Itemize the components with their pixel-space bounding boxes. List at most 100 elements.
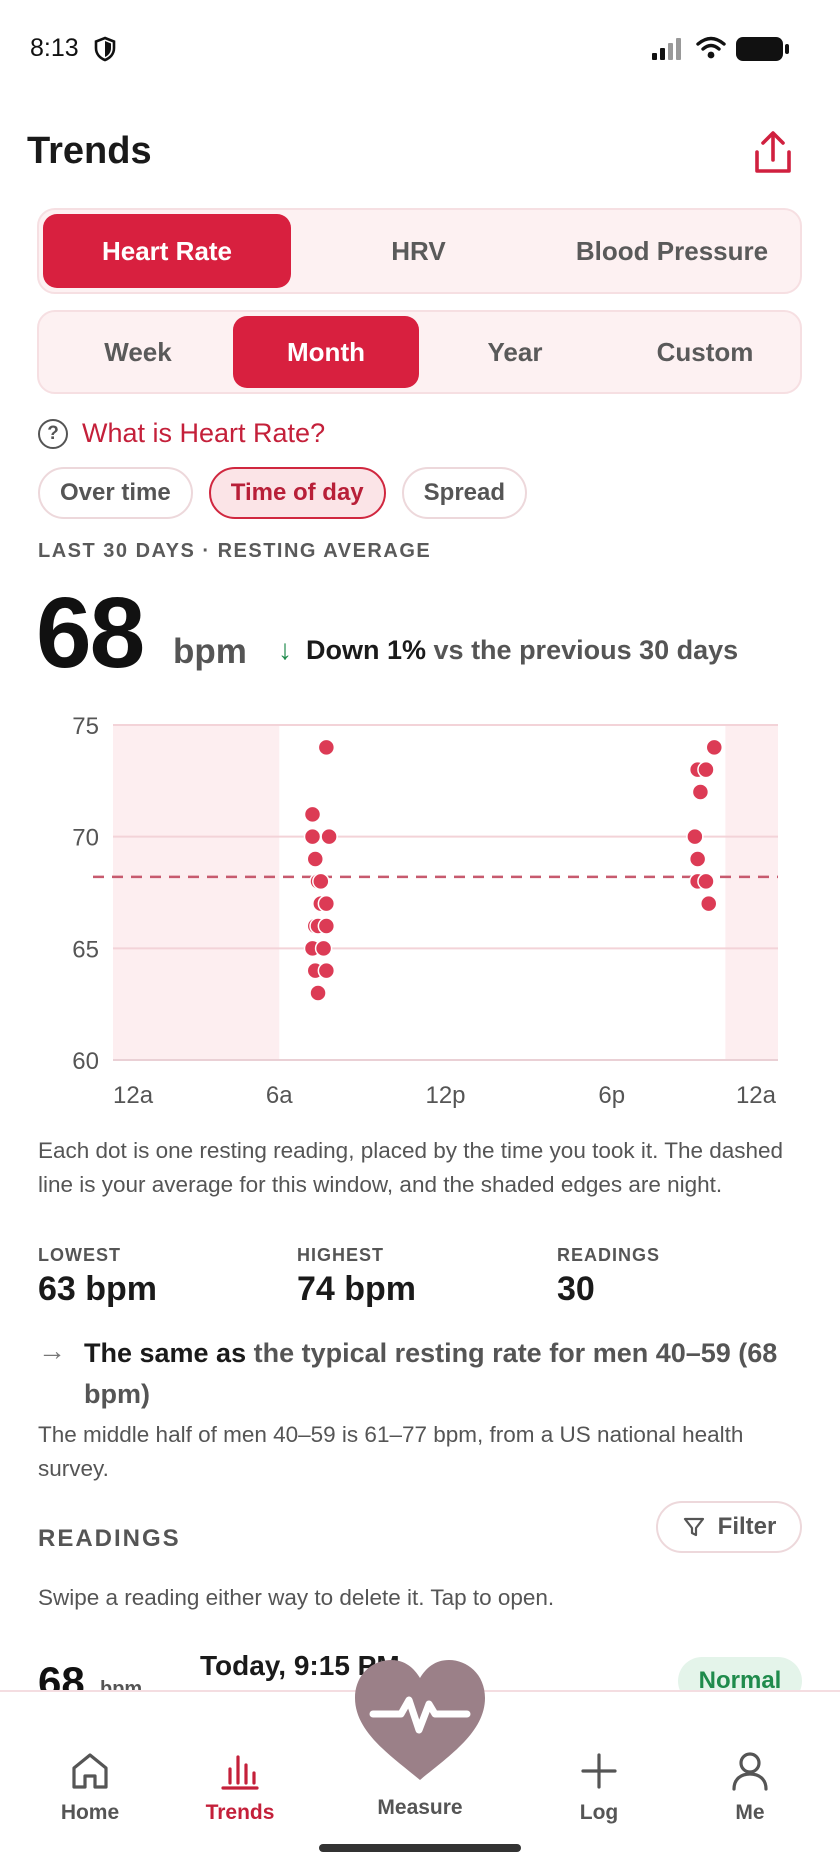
data-point — [317, 738, 336, 757]
y-tick-label: 70 — [72, 825, 99, 852]
data-point — [312, 872, 330, 891]
chart-description: Each dot is one resting reading, placed … — [38, 1138, 784, 1197]
person-icon — [732, 1752, 768, 1791]
metric-tabs: Heart Rate HRV Blood Pressure — [37, 208, 802, 294]
home-indicator — [319, 1844, 521, 1852]
help-link[interactable]: ? What is Heart Rate? — [38, 418, 325, 449]
tab-hrv[interactable]: HRV — [391, 235, 446, 266]
data-point — [691, 783, 710, 801]
reading-unit: bpm — [100, 1678, 143, 1692]
data-point — [306, 850, 325, 868]
data-point — [697, 760, 715, 779]
help-link-label: What is Heart Rate? — [82, 418, 326, 448]
view-chips: Over time Time of day Spread — [38, 467, 528, 519]
nav-trends-label: Trends — [205, 1801, 275, 1824]
stat-readings-label: READINGS — [557, 1245, 661, 1265]
stat-lowest-label: LOWEST — [38, 1245, 121, 1265]
tab-blood-pressure[interactable]: Blood Pressure — [575, 235, 769, 266]
arrow-down-icon: ↓ — [278, 634, 292, 665]
signal-icon — [652, 38, 681, 60]
filter-button[interactable]: Filter — [656, 1501, 802, 1553]
stat-lowest-value: 63 bpm — [38, 1270, 158, 1308]
chip-time-of-day[interactable]: Time of day — [208, 467, 386, 519]
reading-row[interactable]: 68 bpm Today, 9:15 PM Normal — [0, 1640, 840, 1692]
trend-comparison: vs the previous 30 days — [433, 634, 739, 665]
y-tick-label: 60 — [72, 1048, 99, 1075]
y-tick-label: 75 — [72, 713, 99, 740]
comparison-strong: The same as — [84, 1338, 247, 1368]
stat-highest-value: 74 bpm — [297, 1270, 417, 1308]
survey-note: The middle half of men 40–59 is 61–77 bp… — [38, 1422, 744, 1481]
data-point — [317, 894, 336, 913]
population-comparison: → The same as the typical resting rate f… — [38, 1333, 808, 1415]
nav-me-label: Me — [735, 1801, 765, 1824]
filter-icon — [683, 1517, 704, 1537]
x-tick-label: 6a — [266, 1082, 293, 1109]
wifi-icon — [696, 36, 726, 59]
average-value: 68 — [36, 577, 145, 689]
summary-caption: LAST 30 DAYS · RESTING AVERAGE — [38, 540, 432, 562]
nav-home[interactable]: Home — [25, 1749, 155, 1825]
tab-heart-rate[interactable]: Heart Rate — [43, 214, 291, 288]
data-point — [317, 917, 336, 935]
night-shading-1 — [725, 725, 778, 1060]
nav-me[interactable]: Me — [685, 1749, 815, 1825]
average-unit: bpm — [173, 632, 247, 671]
plus-icon — [581, 1753, 617, 1789]
x-tick-label: 6p — [598, 1082, 625, 1109]
battery-icon — [736, 37, 789, 61]
status-bar: 8:13 — [0, 0, 840, 100]
shield-icon — [94, 36, 116, 62]
data-point — [697, 872, 715, 891]
status-time: 8:13 — [30, 34, 79, 62]
data-point — [686, 827, 704, 846]
data-point — [320, 827, 338, 846]
time-of-day-chart: 75 70 65 60 12a 6a 12p 6p 12a — [72, 713, 778, 1109]
data-point — [705, 738, 724, 757]
chip-spread[interactable]: Spread — [401, 467, 528, 519]
comparison-rest: the typical resting rate for men 40–59 (… — [84, 1338, 778, 1409]
x-tick-label: 12a — [736, 1082, 777, 1109]
reading-value: 68 — [38, 1658, 85, 1692]
nav-measure-label: Measure — [377, 1796, 463, 1819]
x-tick-label: 12a — [113, 1082, 154, 1109]
stat-lowest: LOWEST 63 bpm — [38, 1245, 157, 1309]
stat-highest: HIGHEST 74 bpm — [297, 1245, 416, 1309]
data-point — [314, 939, 333, 958]
y-tick-label: 65 — [72, 936, 99, 963]
heart-pulse-icon — [355, 1660, 485, 1780]
data-point — [303, 827, 322, 846]
range-tabs: Week Month Year Custom — [37, 310, 802, 394]
nav-trends[interactable]: Trends — [175, 1749, 305, 1825]
tab-month[interactable]: Month — [233, 316, 419, 388]
stat-readings: READINGS 30 — [557, 1245, 660, 1309]
arrow-right-icon: → — [38, 1335, 66, 1366]
share-icon[interactable] — [752, 130, 794, 176]
nav-log-label: Log — [579, 1801, 619, 1824]
trends-icon — [221, 1755, 259, 1790]
night-shading-0 — [113, 725, 280, 1060]
nav-home-label: Home — [60, 1801, 120, 1824]
stat-readings-value: 30 — [557, 1270, 595, 1308]
readings-header: READINGS — [38, 1525, 181, 1552]
data-point — [303, 805, 322, 824]
data-point — [309, 984, 327, 1002]
tab-week[interactable]: Week — [104, 336, 172, 367]
x-tick-label: 12p — [425, 1082, 465, 1109]
page-title: Trends — [27, 130, 152, 172]
tab-custom[interactable]: Custom — [656, 336, 754, 367]
data-point — [317, 961, 336, 980]
status-badge: Normal — [678, 1657, 802, 1692]
question-icon: ? — [38, 418, 68, 449]
home-icon — [72, 1753, 108, 1789]
trend-change: Down 1% — [306, 634, 427, 665]
trend-summary: ↓ Down 1% vs the previous 30 days — [278, 634, 738, 666]
readings-hint: Swipe a reading either way to delete it.… — [38, 1585, 555, 1610]
tab-year[interactable]: Year — [487, 336, 543, 367]
data-point — [688, 850, 707, 868]
chip-over-time[interactable]: Over time — [38, 467, 193, 519]
stat-highest-label: HIGHEST — [297, 1245, 385, 1265]
nav-log[interactable]: Log — [534, 1749, 664, 1825]
measure-button[interactable] — [351, 1656, 489, 1784]
data-point — [699, 894, 718, 913]
